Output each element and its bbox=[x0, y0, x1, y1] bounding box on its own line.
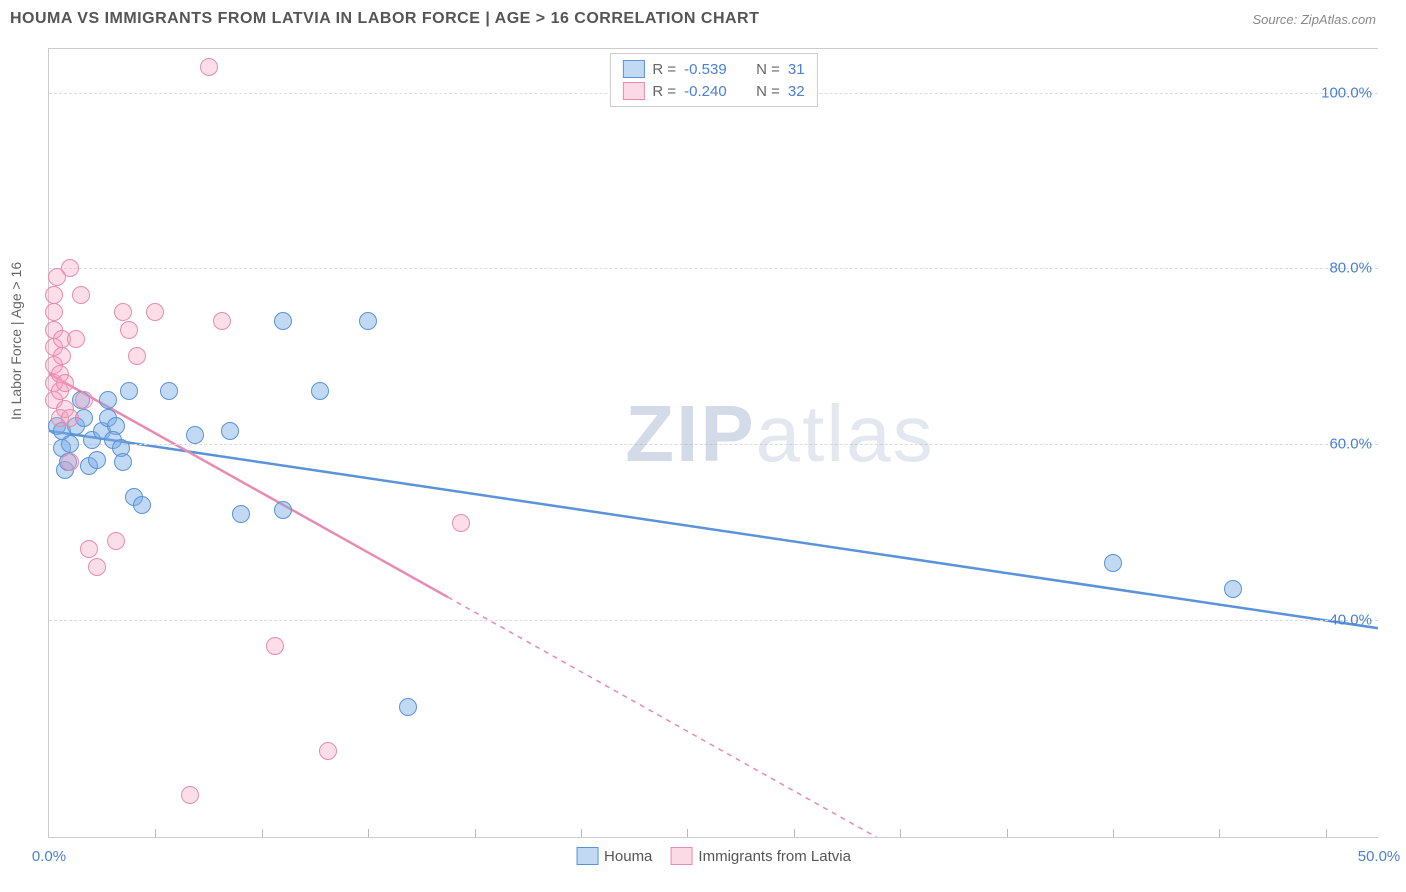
data-point bbox=[53, 347, 71, 365]
chart-plot-area: R =-0.539N =31R =-0.240N =32 ZIPatlas Ho… bbox=[48, 48, 1378, 838]
data-point bbox=[61, 259, 79, 277]
data-point bbox=[359, 312, 377, 330]
ytick-label: 80.0% bbox=[1329, 260, 1372, 277]
xtick-mark bbox=[687, 829, 688, 837]
legend-swatch bbox=[576, 847, 598, 865]
xtick-mark bbox=[1007, 829, 1008, 837]
xtick-mark bbox=[155, 829, 156, 837]
data-point bbox=[266, 637, 284, 655]
xtick-label: 50.0% bbox=[1358, 848, 1401, 865]
data-point bbox=[1224, 580, 1242, 598]
legend-label: Houma bbox=[604, 848, 652, 865]
r-label: R = bbox=[652, 83, 676, 100]
source-label: Source: ZipAtlas.com bbox=[1252, 12, 1376, 27]
data-point bbox=[107, 532, 125, 550]
data-point bbox=[75, 391, 93, 409]
xtick-mark bbox=[794, 829, 795, 837]
ytick-label: 40.0% bbox=[1329, 611, 1372, 628]
legend-correlation-box: R = -0.539 N = 31 R = -0.240 N = 32 bbox=[609, 53, 817, 107]
legend-item: Immigrants from Latvia bbox=[670, 847, 851, 865]
xtick-mark bbox=[1113, 829, 1114, 837]
data-point bbox=[186, 426, 204, 444]
data-point bbox=[1104, 554, 1122, 572]
data-point bbox=[311, 382, 329, 400]
data-point bbox=[399, 698, 417, 716]
data-point bbox=[80, 540, 98, 558]
watermark: ZIPatlas bbox=[625, 388, 934, 480]
xtick-label: 0.0% bbox=[32, 848, 66, 865]
trendlines-overlay bbox=[49, 49, 1378, 837]
data-point bbox=[128, 347, 146, 365]
xtick-mark bbox=[475, 829, 476, 837]
gridline bbox=[49, 444, 1378, 445]
legend-stat-row: R = -0.240 N = 32 bbox=[622, 80, 804, 102]
data-point bbox=[45, 286, 63, 304]
r-value: -0.240 bbox=[684, 83, 742, 100]
data-point bbox=[120, 382, 138, 400]
xtick-mark bbox=[581, 829, 582, 837]
data-point bbox=[61, 409, 79, 427]
gridline bbox=[49, 620, 1378, 621]
xtick-mark bbox=[262, 829, 263, 837]
data-point bbox=[146, 303, 164, 321]
y-axis-label: In Labor Force | Age > 16 bbox=[8, 262, 24, 420]
legend-stat-row: R = -0.539 N = 31 bbox=[622, 58, 804, 80]
data-point bbox=[200, 58, 218, 76]
legend-series: Houma Immigrants from Latvia bbox=[576, 847, 851, 865]
data-point bbox=[61, 435, 79, 453]
n-label: N = bbox=[756, 83, 780, 100]
data-point bbox=[120, 321, 138, 339]
data-point bbox=[181, 786, 199, 804]
n-label: N = bbox=[756, 61, 780, 78]
r-value: -0.539 bbox=[684, 61, 742, 78]
data-point bbox=[88, 451, 106, 469]
n-value: 31 bbox=[788, 61, 805, 78]
data-point bbox=[114, 303, 132, 321]
r-label: R = bbox=[652, 61, 676, 78]
data-point bbox=[452, 514, 470, 532]
legend-swatch bbox=[622, 60, 644, 78]
data-point bbox=[160, 382, 178, 400]
legend-swatch bbox=[622, 82, 644, 100]
xtick-mark bbox=[900, 829, 901, 837]
data-point bbox=[114, 453, 132, 471]
data-point bbox=[221, 422, 239, 440]
xtick-mark bbox=[1219, 829, 1220, 837]
data-point bbox=[319, 742, 337, 760]
data-point bbox=[274, 501, 292, 519]
xtick-mark bbox=[1326, 829, 1327, 837]
data-point bbox=[45, 303, 63, 321]
data-point bbox=[72, 286, 90, 304]
data-point bbox=[56, 374, 74, 392]
watermark-light: atlas bbox=[756, 389, 935, 478]
chart-title: HOUMA VS IMMIGRANTS FROM LATVIA IN LABOR… bbox=[10, 10, 759, 28]
data-point bbox=[274, 312, 292, 330]
ytick-label: 100.0% bbox=[1321, 84, 1372, 101]
legend-label: Immigrants from Latvia bbox=[698, 848, 851, 865]
data-point bbox=[99, 391, 117, 409]
n-value: 32 bbox=[788, 83, 805, 100]
data-point bbox=[133, 496, 151, 514]
data-point bbox=[88, 558, 106, 576]
data-point bbox=[61, 453, 79, 471]
xtick-mark bbox=[368, 829, 369, 837]
gridline bbox=[49, 268, 1378, 269]
legend-swatch bbox=[670, 847, 692, 865]
data-point bbox=[67, 330, 85, 348]
legend-item: Houma bbox=[576, 847, 652, 865]
watermark-bold: ZIP bbox=[625, 389, 755, 478]
ytick-label: 60.0% bbox=[1329, 436, 1372, 453]
data-point bbox=[232, 505, 250, 523]
data-point bbox=[213, 312, 231, 330]
